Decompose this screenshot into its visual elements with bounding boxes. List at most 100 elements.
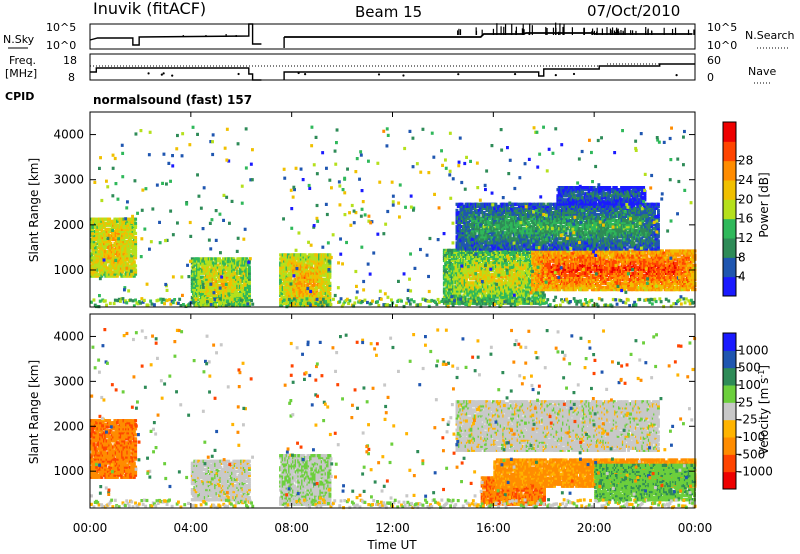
heatmap-cell — [233, 293, 237, 298]
heatmap-cell — [103, 244, 106, 248]
freq-left-tick-bottom: 8 — [68, 71, 75, 84]
heatmap-cell — [95, 223, 99, 227]
heatmap-cell — [214, 265, 218, 269]
heatmap-cell — [248, 295, 251, 300]
heatmap-cell — [103, 272, 106, 276]
heatmap-cell — [110, 225, 114, 229]
heatmap-cell — [279, 261, 282, 265]
heatmap-cell — [108, 217, 112, 221]
heatmap-cell — [215, 281, 219, 285]
heatmap-cell — [315, 271, 319, 275]
freq-right-tick-bottom: 0 — [707, 71, 714, 84]
heatmap-cell — [114, 225, 118, 229]
heatmap-cell — [232, 277, 236, 281]
heatmap-cell — [296, 295, 299, 300]
heatmap-cell — [209, 267, 212, 271]
heatmap-cell — [92, 235, 96, 240]
heatmap-cell — [294, 304, 298, 308]
heatmap-cell — [134, 264, 138, 268]
heatmap-cell — [590, 265, 594, 269]
heatmap-cell — [104, 262, 108, 266]
heatmap-cell — [284, 271, 288, 275]
heatmap-cell — [211, 283, 215, 287]
heatmap-cell — [97, 246, 101, 250]
heatmap-cell — [131, 233, 135, 238]
heatmap-cell — [248, 293, 251, 298]
heatmap-cell — [210, 257, 214, 261]
heatmap-cell — [101, 219, 105, 223]
heatmap-cell — [132, 260, 136, 264]
frequency-dot — [402, 74, 405, 77]
heatmap-cell — [235, 289, 238, 293]
heatmap-cell — [328, 291, 332, 296]
frequency-dot — [377, 73, 381, 76]
heatmap-cell — [197, 265, 201, 269]
frequency-dot — [304, 73, 307, 76]
heatmap-cell — [100, 227, 104, 231]
heatmap-cell — [297, 261, 301, 265]
heatmap-cell — [305, 267, 308, 271]
heatmap-cell — [114, 231, 118, 235]
heatmap-cell — [314, 269, 318, 273]
heatmap-cell — [122, 229, 126, 233]
heatmap-cell — [248, 291, 251, 296]
heatmap-cell — [248, 304, 251, 308]
heatmap-cell — [197, 275, 201, 279]
heatmap-cell — [279, 281, 282, 285]
heatmap-cell — [289, 271, 293, 275]
heatmap-cell — [293, 259, 297, 263]
heatmap-cell — [214, 269, 218, 273]
heatmap-cell — [222, 259, 225, 263]
heatmap-cell — [228, 281, 232, 285]
heatmap-cell — [450, 263, 454, 267]
heatmap-cell — [303, 253, 307, 257]
heatmap-cell — [132, 262, 136, 266]
heatmap-cell — [205, 298, 208, 302]
heatmap-cell — [96, 260, 100, 264]
heatmap-cell — [310, 271, 314, 275]
heatmap-cell — [210, 271, 214, 275]
heatmap-cell — [112, 254, 115, 258]
heatmap-cell — [292, 255, 295, 259]
heatmap-cell — [109, 242, 113, 246]
heatmap-cell — [305, 271, 308, 275]
heatmap-cell — [93, 244, 97, 248]
heatmap-cell — [232, 269, 236, 273]
heatmap-cell — [245, 289, 249, 293]
heatmap-cell — [103, 225, 106, 229]
heatmap-cell — [236, 293, 240, 298]
heatmap-cell — [214, 257, 218, 261]
heatmap-cell — [236, 263, 240, 267]
heatmap-cell — [122, 252, 126, 256]
heatmap-cell — [248, 273, 251, 277]
heatmap-cell — [293, 269, 297, 273]
heatmap-cell — [222, 287, 225, 291]
heatmap-cell — [92, 231, 96, 235]
heatmap-cell — [307, 255, 311, 259]
heatmap-cell — [538, 253, 542, 257]
heatmap-cell — [311, 285, 315, 289]
heatmap-cell — [314, 275, 318, 279]
heatmap-cell — [238, 281, 242, 285]
heatmap-cell — [201, 275, 205, 279]
noise-search-label: N.Search — [745, 29, 795, 42]
heatmap-cell — [214, 261, 218, 265]
heatmap-cell — [235, 259, 238, 263]
heatmap-cell — [206, 295, 210, 300]
noise-panel: N.Sky 10^5 10^0 10^5 10^0 N.Search — [3, 21, 795, 52]
heatmap-cell — [105, 242, 109, 246]
heatmap-cell — [218, 289, 221, 293]
heatmap-cell — [314, 304, 318, 308]
heatmap-cell — [114, 217, 118, 221]
heatmap-cell — [289, 275, 293, 279]
heatmap-cell — [196, 277, 199, 281]
heatmap-cell — [248, 279, 251, 283]
heatmap-cell — [310, 265, 314, 269]
noise-sky-trace — [89, 23, 262, 46]
heatmap-cell — [219, 273, 223, 277]
heatmap-cell — [219, 291, 223, 296]
heatmap-cell — [113, 229, 117, 233]
heatmap-cell — [232, 273, 236, 277]
heatmap-cell — [280, 304, 284, 308]
heatmap-cell — [116, 242, 119, 246]
